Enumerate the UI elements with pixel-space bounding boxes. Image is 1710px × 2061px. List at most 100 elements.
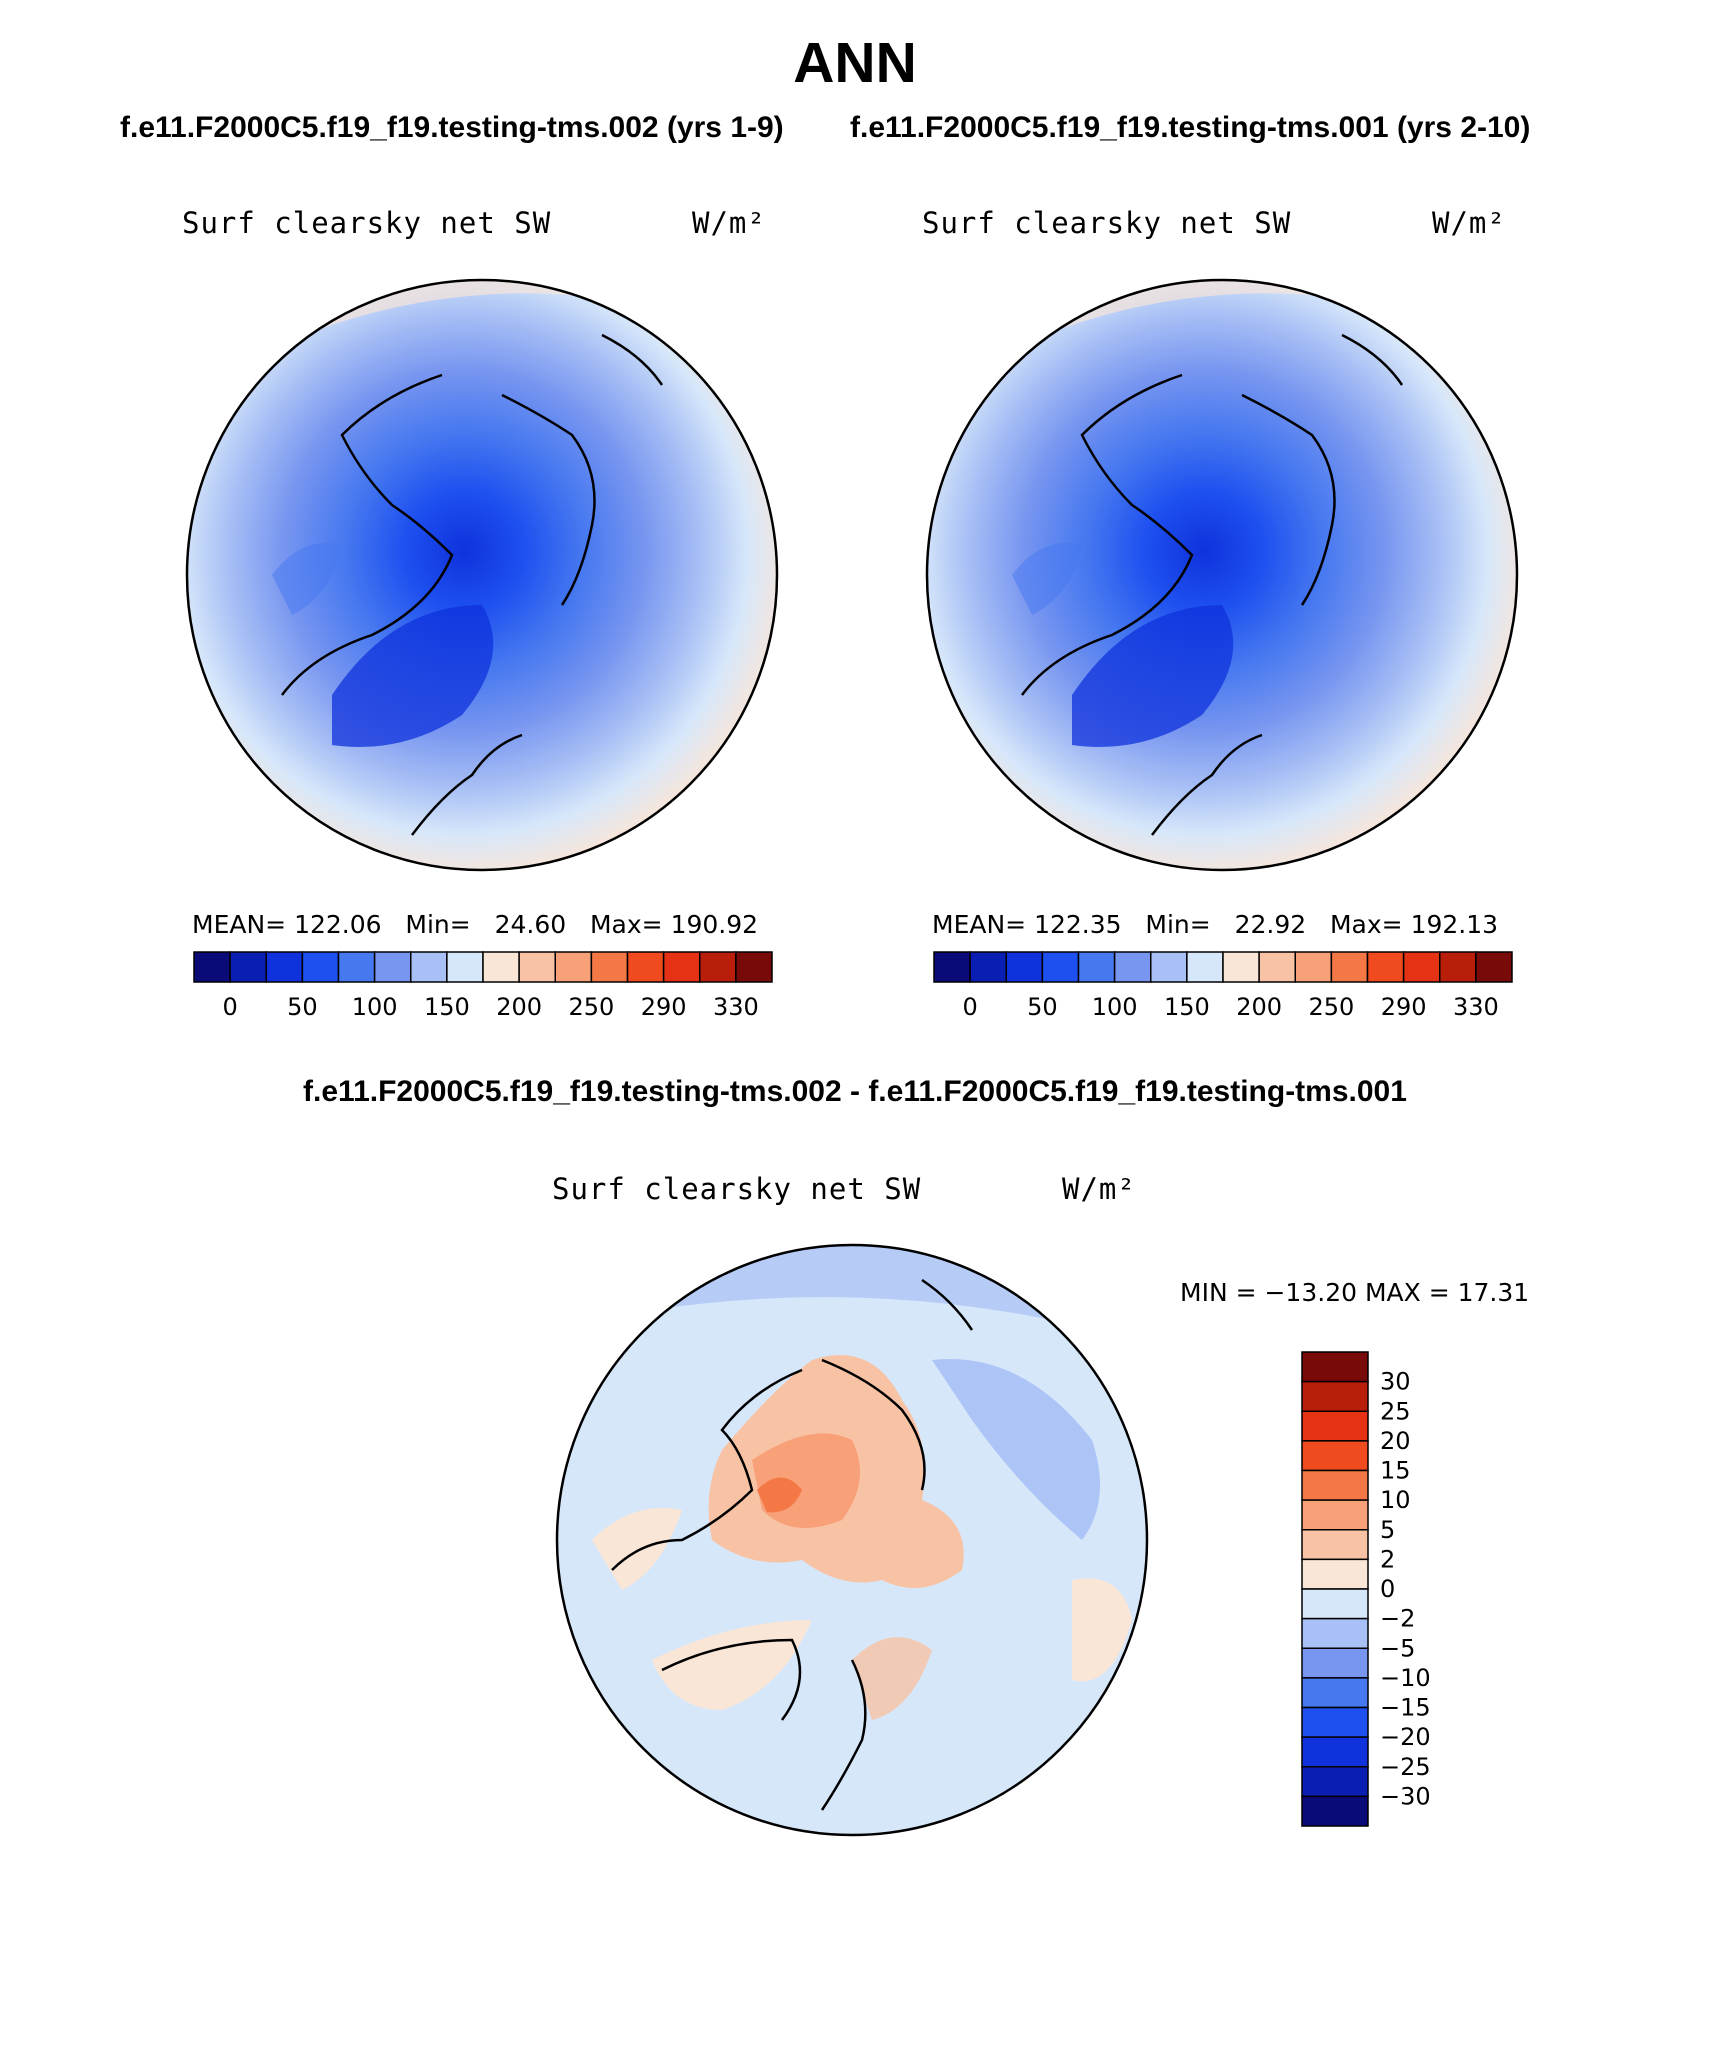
colorbar-a-tick-7: 330	[713, 993, 759, 1021]
colorbar-a-box-5	[373, 951, 412, 983]
colorbar-diff-box-8	[1301, 1588, 1369, 1620]
colorbar-a-box-13	[662, 951, 701, 983]
colorbar-diff-box-5	[1301, 1499, 1369, 1531]
difference-map	[555, 1243, 1149, 1837]
panel-a-map	[185, 278, 779, 872]
colorbar-b-box-14	[1439, 951, 1477, 983]
colorbar-diff-box-0	[1301, 1351, 1369, 1383]
panel-a-variable: Surf clearsky net SW	[182, 206, 552, 240]
difference-label: f.e11.F2000C5.f19_f19.testing-tms.002 - …	[303, 1075, 1407, 1108]
colorbar-b-box-10	[1294, 951, 1333, 983]
colorbar-diff-tick-1: 25	[1380, 1397, 1411, 1425]
colorbar-b-box-4	[1077, 951, 1116, 983]
colorbar-b-box-9	[1258, 951, 1296, 983]
colorbar-b-tick-4: 200	[1236, 993, 1282, 1021]
panel-a-units: W/m²	[692, 206, 766, 240]
colorbar-a-tick-5: 250	[568, 993, 614, 1021]
colorbar-diff-tick-14: −30	[1380, 1782, 1431, 1810]
colorbar-diff-box-11	[1301, 1677, 1369, 1709]
figure-title: ANN	[793, 31, 917, 95]
colorbar-a-box-6	[410, 951, 448, 983]
colorbar-a-tick-3: 150	[424, 993, 470, 1021]
panel-b-map	[925, 278, 1519, 872]
colorbar-diff-box-3	[1301, 1440, 1369, 1472]
diff-range: MIN = −13.20 MAX = 17.31	[1180, 1278, 1530, 1307]
colorbar-a-box-7	[446, 951, 484, 983]
colorbar-diff-box-12	[1301, 1706, 1369, 1738]
colorbar-b-tick-7: 330	[1453, 993, 1499, 1021]
colorbar-diff-tick-9: −5	[1380, 1634, 1415, 1662]
panel-a-min: 24.60	[494, 910, 567, 939]
panel-b-max-label: Max=	[1329, 910, 1403, 939]
colorbar-b-box-2	[1005, 951, 1044, 983]
colorbar-diff-box-6	[1301, 1529, 1369, 1561]
colorbar-a-box-4	[337, 951, 376, 983]
panel-a-mean-label: MEAN=	[192, 910, 287, 939]
panel-b-variable: Surf clearsky net SW	[922, 206, 1292, 240]
case-b-label: f.e11.F2000C5.f19_f19.testing-tms.001 (y…	[850, 111, 1531, 144]
colorbar-a-box-0	[193, 951, 231, 983]
colorbar-diff-tick-0: 30	[1380, 1368, 1411, 1396]
colorbar-diff-box-4	[1301, 1469, 1369, 1501]
colorbar-diff-tick-6: 2	[1380, 1545, 1395, 1573]
panel-b-min-label: Min=	[1145, 910, 1211, 939]
colorbar-a-box-10	[554, 951, 593, 983]
colorbar-a-box-2	[265, 951, 304, 983]
colorbar-a-box-14	[699, 951, 737, 983]
colorbar-diff-tick-5: 5	[1380, 1516, 1395, 1544]
panel-a-max: 190.92	[670, 910, 759, 939]
panel-b-mean: 122.35	[1034, 910, 1122, 939]
panel-b-mean-label: MEAN=	[932, 910, 1027, 939]
colorbar-b-tick-1: 50	[1027, 993, 1058, 1021]
colorbar-diff-tick-12: −20	[1380, 1723, 1431, 1751]
colorbar-a-box-15	[735, 951, 773, 983]
colorbar-diff-box-9	[1301, 1617, 1369, 1649]
diff-variable: Surf clearsky net SW	[552, 1172, 922, 1206]
colorbar-a-tick-0: 0	[222, 993, 237, 1021]
colorbar-diff-tick-7: 0	[1380, 1575, 1395, 1603]
diff-units: W/m²	[1062, 1172, 1136, 1206]
colorbar-diff-tick-4: 10	[1380, 1486, 1411, 1514]
panel-b-units: W/m²	[1432, 206, 1506, 240]
colorbar-a: 0 50 100 150 200 250 290 330	[193, 951, 773, 1021]
colorbar-b: 0 50 100 150 200 250 290 330	[933, 951, 1513, 1021]
colorbar-b-tick-6: 290	[1381, 993, 1427, 1021]
colorbar-a-tick-4: 200	[496, 993, 542, 1021]
colorbar-diff-tick-13: −25	[1380, 1753, 1431, 1781]
colorbar-diff-box-10	[1301, 1647, 1369, 1679]
colorbar-b-tick-3: 150	[1164, 993, 1210, 1021]
colorbar-b-box-11	[1330, 951, 1369, 983]
colorbar-b-box-0	[933, 951, 971, 983]
colorbar-diff-tick-8: −2	[1380, 1605, 1415, 1633]
colorbar-a-box-9	[518, 951, 556, 983]
panel-b-min: 22.92	[1234, 910, 1307, 939]
colorbar-b-tick-5: 250	[1308, 993, 1354, 1021]
colorbar-b-box-6	[1150, 951, 1188, 983]
panel-b-max: 192.13	[1410, 910, 1499, 939]
panel-a-min-label: Min=	[405, 910, 471, 939]
panel-b-stats: MEAN= 122.35 Min= 22.92 Max= 192.13	[932, 910, 1498, 939]
colorbar-diff-tick-10: −10	[1380, 1664, 1431, 1692]
colorbar-a-box-1	[229, 951, 267, 983]
colorbar-diff-box-2	[1301, 1410, 1369, 1442]
colorbar-b-box-1	[969, 951, 1007, 983]
colorbar-b-box-13	[1402, 951, 1441, 983]
colorbar-a-box-11	[590, 951, 629, 983]
panel-a-stats: MEAN= 122.06 Min= 24.60 Max= 190.92	[192, 910, 758, 939]
colorbar-diff-box-7	[1301, 1558, 1369, 1590]
colorbar-diff-box-13	[1301, 1736, 1369, 1768]
colorbar-b-box-12	[1366, 951, 1405, 983]
colorbar-b-box-5	[1113, 951, 1152, 983]
colorbar-diff-box-15	[1301, 1795, 1369, 1827]
colorbar-b-box-8	[1222, 951, 1260, 983]
colorbar-a-box-8	[482, 951, 520, 983]
colorbar-a-box-12	[626, 951, 665, 983]
colorbar-diff-box-14	[1301, 1766, 1369, 1798]
colorbar-b-box-15	[1475, 951, 1513, 983]
colorbar-a-tick-6: 290	[641, 993, 687, 1021]
colorbar-diff-tick-3: 15	[1380, 1457, 1411, 1485]
colorbar-diff-tick-2: 20	[1380, 1427, 1411, 1455]
panel-a-max-label: Max=	[589, 910, 663, 939]
case-a-label: f.e11.F2000C5.f19_f19.testing-tms.002 (y…	[120, 111, 784, 144]
